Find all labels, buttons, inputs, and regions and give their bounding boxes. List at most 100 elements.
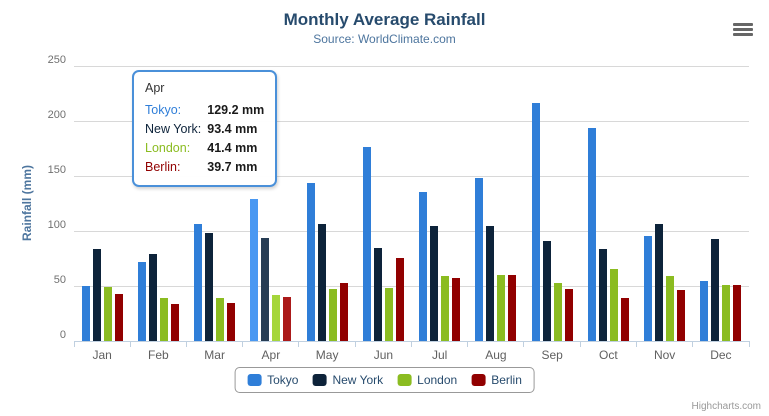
bar-london-oct[interactable]	[609, 269, 618, 341]
x-axis-label-dec: Dec	[710, 348, 732, 362]
bar-tokyo-jul[interactable]	[419, 191, 428, 341]
bar-berlin-apr[interactable]	[283, 297, 292, 341]
x-axis-tick	[185, 341, 187, 347]
bar-tokyo-aug[interactable]	[475, 177, 484, 341]
bar-berlin-jul[interactable]	[452, 277, 461, 341]
bar-group-jan	[74, 66, 130, 341]
tooltip-series-value: 129.2 mm	[207, 103, 265, 117]
y-axis-tick-label: 150	[47, 164, 66, 176]
legend-item-tokyo[interactable]: Tokyo	[247, 373, 298, 387]
tooltip-category: Apr	[145, 81, 165, 95]
bar-group-oct	[580, 66, 636, 341]
bar-new-york-dec[interactable]	[711, 239, 720, 341]
y-axis-tick-label: 100	[47, 219, 66, 231]
legend-label: Berlin	[491, 373, 522, 387]
legend-label: London	[417, 373, 458, 387]
x-axis-tick	[748, 341, 750, 347]
bar-tokyo-jan[interactable]	[81, 286, 90, 341]
export-menu-button[interactable]	[731, 20, 755, 38]
bar-london-jul[interactable]	[441, 276, 450, 341]
x-axis-label-sep: Sep	[541, 348, 563, 362]
bar-berlin-nov[interactable]	[677, 289, 686, 341]
y-axis-tick-label: 0	[59, 329, 66, 341]
bar-berlin-feb[interactable]	[170, 304, 179, 341]
bar-london-feb[interactable]	[159, 298, 168, 341]
bar-berlin-jun[interactable]	[395, 257, 404, 341]
bar-new-york-oct[interactable]	[598, 249, 607, 341]
chart-subtitle: Source: WorldClimate.com	[313, 32, 456, 46]
bar-new-york-nov[interactable]	[655, 223, 664, 341]
shared-tooltip: Apr Tokyo: 129.2 mm New York: 93.4 mm London…	[132, 70, 278, 187]
bar-new-york-feb[interactable]	[148, 254, 157, 341]
hamburger-menu-icon	[733, 28, 753, 31]
bar-tokyo-apr[interactable]	[250, 198, 259, 341]
bar-new-york-jul[interactable]	[430, 225, 439, 341]
bar-london-sep[interactable]	[553, 283, 562, 341]
legend: Tokyo New York London Berlin	[234, 367, 535, 393]
bar-tokyo-oct[interactable]	[587, 127, 596, 341]
chart-title: Monthly Average Rainfall	[283, 10, 486, 29]
bar-new-york-jun[interactable]	[373, 248, 382, 341]
legend-swatch-icon	[247, 374, 262, 386]
bar-group-dec	[693, 66, 749, 341]
bar-new-york-jan[interactable]	[92, 249, 101, 341]
y-axis-tick-label: 50	[53, 274, 66, 286]
bar-tokyo-feb[interactable]	[137, 262, 146, 341]
legend-item-london[interactable]: London	[397, 373, 457, 387]
bar-london-mar[interactable]	[216, 297, 225, 341]
bar-new-york-sep[interactable]	[542, 240, 551, 341]
legend-label: New York	[332, 373, 384, 387]
bar-london-nov[interactable]	[666, 275, 675, 341]
x-axis-label-aug: Aug	[485, 348, 507, 362]
bar-london-jan[interactable]	[103, 287, 112, 341]
bar-group-jul	[412, 66, 468, 341]
bar-london-jun[interactable]	[384, 287, 393, 341]
bar-group-jun	[355, 66, 411, 341]
bar-group-aug	[468, 66, 524, 341]
legend-swatch-icon	[397, 374, 412, 386]
x-axis-tick	[298, 341, 300, 347]
tooltip-series-label: Berlin:	[145, 160, 181, 174]
bar-berlin-jan[interactable]	[114, 294, 123, 341]
legend-item-berlin[interactable]: Berlin	[471, 373, 522, 387]
bar-new-york-mar[interactable]	[205, 232, 214, 341]
y-axis-tick-label: 200	[47, 109, 66, 121]
bar-new-york-may[interactable]	[317, 224, 326, 341]
bar-london-aug[interactable]	[497, 275, 506, 341]
bar-berlin-sep[interactable]	[564, 288, 573, 341]
y-axis-title: Rainfall (mm)	[20, 164, 34, 242]
bar-london-dec[interactable]	[722, 284, 731, 341]
bar-tokyo-mar[interactable]	[194, 223, 203, 341]
tooltip-rows: Tokyo: 129.2 mm New York: 93.4 mm London: 41.…	[145, 101, 264, 177]
legend-item-new-york[interactable]: New York	[312, 373, 383, 387]
bar-berlin-dec[interactable]	[733, 284, 742, 341]
x-axis-tick	[523, 341, 525, 347]
bar-tokyo-may[interactable]	[306, 182, 315, 341]
bar-london-apr[interactable]	[272, 295, 281, 341]
x-axis-tick	[692, 341, 694, 347]
tooltip-series-label: New York:	[145, 122, 202, 136]
bar-tokyo-dec[interactable]	[700, 281, 709, 341]
bar-london-may[interactable]	[328, 289, 337, 341]
x-axis-label-jan: Jan	[92, 348, 112, 362]
bar-tokyo-jun[interactable]	[362, 147, 371, 341]
bar-berlin-oct[interactable]	[620, 298, 629, 341]
tooltip-series-value: 93.4 mm	[207, 122, 258, 136]
x-axis-label-jul: Jul	[431, 348, 448, 362]
credits-link[interactable]: Highcharts.com	[691, 401, 761, 412]
bar-group-apr	[243, 66, 299, 341]
x-axis-label-nov: Nov	[653, 348, 676, 362]
x-axis-tick	[354, 341, 356, 347]
bar-new-york-aug[interactable]	[486, 226, 495, 341]
bar-berlin-may[interactable]	[339, 283, 348, 341]
tooltip-series-value: 41.4 mm	[207, 141, 258, 155]
bar-new-york-apr[interactable]	[261, 238, 270, 341]
bar-group-nov	[637, 66, 693, 341]
bar-tokyo-sep[interactable]	[531, 102, 540, 341]
bar-tokyo-nov[interactable]	[644, 235, 653, 341]
x-axis-label-feb: Feb	[148, 348, 169, 362]
x-axis-tick	[636, 341, 637, 347]
bar-berlin-mar[interactable]	[227, 303, 236, 341]
bar-berlin-aug[interactable]	[508, 274, 517, 341]
